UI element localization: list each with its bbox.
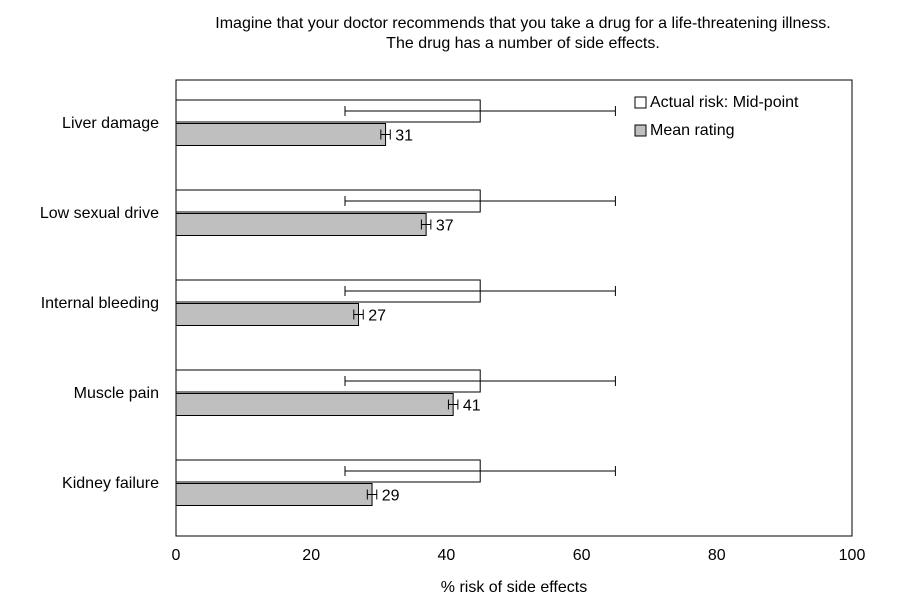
category-label: Internal bleeding: [41, 295, 159, 312]
legend-swatch: [634, 124, 647, 137]
category-labels: Liver damage Low sexual drive Internal ble…: [40, 115, 159, 492]
data-label: 31: [395, 128, 413, 145]
data-label: 41: [463, 398, 481, 415]
x-tick-label: 100: [839, 547, 866, 564]
x-tick-label: 40: [438, 547, 456, 564]
chart-title-block: Imagine that your doctor recommends that…: [0, 14, 900, 54]
x-tick-label: 80: [708, 547, 726, 564]
category-label: Kidney failure: [62, 475, 159, 492]
x-axis-ticks: 0 20 40 60 80 100: [172, 547, 866, 564]
legend: Actual risk: Mid-point Mean rating: [634, 94, 799, 139]
data-label: 29: [382, 488, 400, 505]
chart-title: Imagine that your doctor recommends that…: [215, 15, 831, 32]
x-tick-label: 60: [573, 547, 591, 564]
data-label: 37: [436, 218, 454, 235]
mean-rating-bar: [175, 393, 454, 416]
legend-swatch: [634, 96, 647, 109]
x-tick-label: 20: [302, 547, 320, 564]
legend-label: Mean rating: [650, 122, 735, 139]
category-label: Low sexual drive: [40, 205, 159, 222]
mean-rating-bar: [175, 483, 373, 506]
mean-rating-bar: [175, 213, 427, 236]
category-label: Liver damage: [62, 115, 159, 132]
bars-layer: 31 37 27 41 29: [175, 99, 616, 506]
category-label: Muscle pain: [74, 385, 159, 402]
x-axis-title: % risk of side effects: [441, 579, 587, 596]
mean-rating-bar: [175, 303, 360, 326]
x-tick-label: 0: [172, 547, 181, 564]
chart-subtitle: The drug has a number of side effects.: [386, 35, 660, 52]
data-label: 27: [368, 308, 386, 325]
legend-label: Actual risk: Mid-point: [650, 94, 799, 111]
mean-rating-bar: [175, 123, 387, 146]
